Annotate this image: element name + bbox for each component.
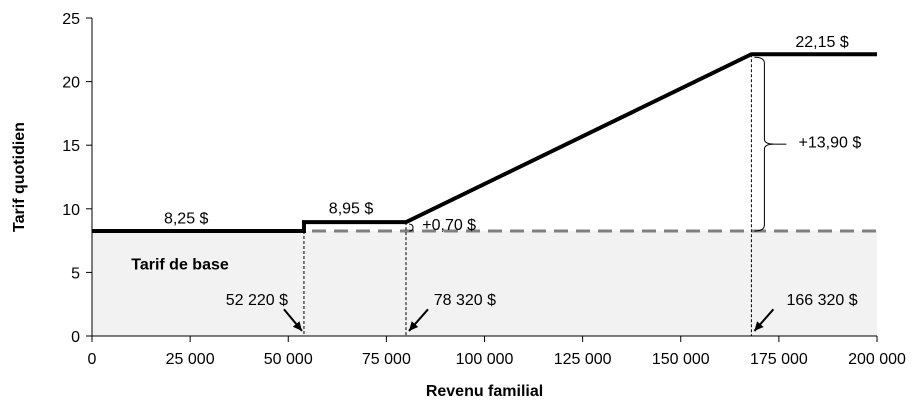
x-tick-label: 100 000 — [456, 351, 514, 368]
arrow-78320-head — [409, 321, 419, 331]
label-1390: +13,90 $ — [799, 134, 862, 151]
x-axis-title: Revenu familial — [426, 383, 543, 400]
x-tick-label: 175 000 — [750, 351, 808, 368]
x-tick-label: 125 000 — [554, 351, 612, 368]
y-tick-label: 0 — [71, 329, 80, 346]
x-tick-label: 25 000 — [166, 351, 215, 368]
label-825: 8,25 $ — [164, 211, 209, 228]
label-070: +0,70 $ — [422, 217, 476, 234]
y-tick-label: 20 — [62, 75, 80, 92]
label-166320: 166 320 $ — [786, 292, 857, 309]
label-2215: 22,15 $ — [795, 34, 848, 51]
y-tick-label: 15 — [62, 138, 80, 155]
y-tick-label: 5 — [71, 265, 80, 282]
y-axis-title: Tarif quotidien — [11, 122, 28, 232]
arrow-52220-head — [292, 321, 302, 331]
brace-0-70 — [408, 223, 414, 232]
threshold-lines — [303, 54, 752, 336]
daily-rate-line — [92, 52, 877, 234]
arrow-166320-head — [754, 321, 764, 331]
label-52220: 52 220 $ — [226, 292, 288, 309]
difference-braces — [408, 56, 787, 232]
x-tick-label: 50 000 — [264, 351, 313, 368]
axes: 0 5 10 15 20 25 0 25 000 50 000 75 000 100 000 125 … — [11, 11, 906, 400]
x-tick-label: 200 000 — [848, 351, 906, 368]
brace-13-90 — [754, 56, 775, 232]
label-895: 8,95 $ — [329, 201, 374, 218]
y-tick-label: 10 — [62, 202, 80, 219]
base-rate-label: Tarif de base — [131, 256, 229, 273]
chart-labels: 8,25 $ 8,95 $ 22,15 $ +0,70 $ +13,90 $ 52 220… — [131, 34, 861, 309]
x-tick-label: 0 — [88, 351, 97, 368]
base-rate-fill — [92, 231, 877, 336]
y-tick-label: 25 — [62, 11, 80, 28]
label-78320: 78 320 $ — [434, 292, 496, 309]
x-tick-label: 150 000 — [652, 351, 710, 368]
x-tick-label: 75 000 — [362, 351, 411, 368]
threshold-arrows — [283, 308, 775, 332]
